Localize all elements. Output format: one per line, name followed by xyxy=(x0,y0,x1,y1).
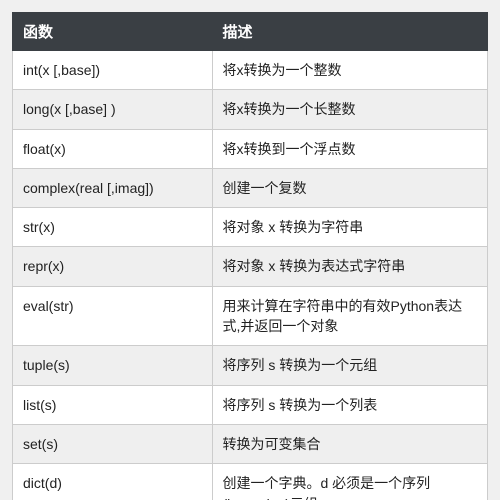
table-row: str(x) 将对象 x 转换为字符串 xyxy=(13,208,488,247)
cell-desc: 创建一个字典。d 必须是一个序列 (key,value)元组。 xyxy=(212,464,488,500)
table-row: int(x [,base]) 将x转换为一个整数 xyxy=(13,51,488,90)
cell-fn: tuple(s) xyxy=(13,346,213,385)
table-row: long(x [,base] ) 将x转换为一个长整数 xyxy=(13,90,488,129)
cell-fn: str(x) xyxy=(13,208,213,247)
cell-desc: 将对象 x 转换为字符串 xyxy=(212,208,488,247)
cell-fn: long(x [,base] ) xyxy=(13,90,213,129)
cell-desc: 创建一个复数 xyxy=(212,168,488,207)
table-row: eval(str) 用来计算在字符串中的有效Python表达式,并返回一个对象 xyxy=(13,286,488,346)
cell-fn: float(x) xyxy=(13,129,213,168)
table-row: set(s) 转换为可变集合 xyxy=(13,424,488,463)
cell-desc: 将序列 s 转换为一个元组 xyxy=(212,346,488,385)
table-row: list(s) 将序列 s 转换为一个列表 xyxy=(13,385,488,424)
col-header-function: 函数 xyxy=(13,13,213,51)
table-header-row: 函数 描述 xyxy=(13,13,488,51)
table-row: complex(real [,imag]) 创建一个复数 xyxy=(13,168,488,207)
type-conversion-table: 函数 描述 int(x [,base]) 将x转换为一个整数 long(x [,… xyxy=(12,12,488,500)
cell-fn: dict(d) xyxy=(13,464,213,500)
cell-fn: set(s) xyxy=(13,424,213,463)
cell-fn: complex(real [,imag]) xyxy=(13,168,213,207)
table-row: tuple(s) 将序列 s 转换为一个元组 xyxy=(13,346,488,385)
cell-desc: 将对象 x 转换为表达式字符串 xyxy=(212,247,488,286)
table-row: float(x) 将x转换到一个浮点数 xyxy=(13,129,488,168)
cell-fn: repr(x) xyxy=(13,247,213,286)
cell-desc: 转换为可变集合 xyxy=(212,424,488,463)
cell-fn: eval(str) xyxy=(13,286,213,346)
cell-desc: 将x转换为一个整数 xyxy=(212,51,488,90)
cell-fn: list(s) xyxy=(13,385,213,424)
table-container: 函数 描述 int(x [,base]) 将x转换为一个整数 long(x [,… xyxy=(0,0,500,500)
cell-desc: 将序列 s 转换为一个列表 xyxy=(212,385,488,424)
cell-desc: 将x转换为一个长整数 xyxy=(212,90,488,129)
cell-fn: int(x [,base]) xyxy=(13,51,213,90)
cell-desc: 将x转换到一个浮点数 xyxy=(212,129,488,168)
cell-desc: 用来计算在字符串中的有效Python表达式,并返回一个对象 xyxy=(212,286,488,346)
col-header-description: 描述 xyxy=(212,13,488,51)
table-row: dict(d) 创建一个字典。d 必须是一个序列 (key,value)元组。 xyxy=(13,464,488,500)
table-row: repr(x) 将对象 x 转换为表达式字符串 xyxy=(13,247,488,286)
